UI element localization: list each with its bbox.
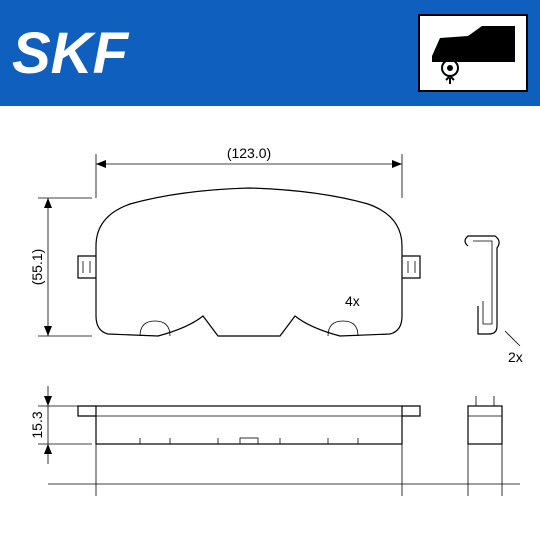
thickness-value: 15.3 [29, 411, 45, 438]
thickness-dimension: 15.3 [29, 386, 92, 464]
skf-logo: SKF [12, 18, 192, 88]
width-value: (123.0) [227, 145, 271, 161]
clip-drawing: 2x [465, 236, 523, 365]
brake-pad-side-view [78, 406, 420, 444]
brake-position-icon [418, 14, 528, 92]
logo-text: SKF [12, 21, 130, 86]
brake-pad-front-view: 4x [78, 188, 420, 336]
technical-drawing: (123.0) (55.1) 4x [0, 106, 540, 540]
header-bar: SKF [0, 0, 540, 106]
clip-side-view [468, 396, 502, 444]
width-dimension: (123.0) [96, 145, 402, 198]
pad-quantity: 4x [345, 293, 360, 309]
height-dimension: (55.1) [29, 198, 92, 336]
height-value: (55.1) [29, 249, 45, 286]
clip-quantity: 2x [508, 349, 523, 365]
